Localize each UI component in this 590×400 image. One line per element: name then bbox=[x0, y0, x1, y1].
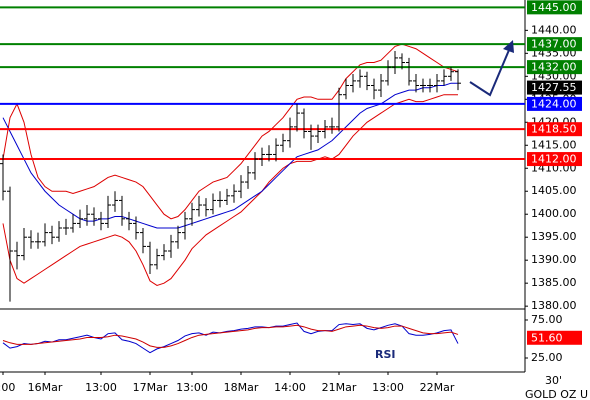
last-price-box bbox=[527, 80, 582, 95]
rsi-title: RSI bbox=[375, 348, 396, 361]
level-label: 1412.00 bbox=[531, 153, 577, 166]
rsi-line bbox=[2, 324, 459, 348]
level-box bbox=[527, 122, 582, 137]
y-tick-label: 1400.00 bbox=[531, 207, 577, 220]
overlay-line bbox=[2, 94, 458, 287]
level-label: 1418.50 bbox=[531, 123, 577, 136]
rsi-tick-label: 25.00 bbox=[531, 351, 563, 364]
x-tick-label: 3:00 bbox=[0, 381, 15, 394]
rsi-line bbox=[2, 322, 459, 354]
timeframe: 30' bbox=[545, 374, 562, 387]
level-label: 1432.00 bbox=[531, 61, 577, 74]
level-box bbox=[527, 0, 582, 15]
x-tick-label: 13:00 bbox=[372, 381, 404, 394]
y-tick-label: 1395.00 bbox=[531, 230, 577, 243]
rsi-tick-label: 75.00 bbox=[531, 313, 563, 326]
rsi-current-label: 51.60 bbox=[531, 331, 563, 344]
y-tick-label: 1440.00 bbox=[531, 23, 577, 36]
level-box bbox=[527, 152, 582, 167]
y-tick-label: 1385.00 bbox=[531, 276, 577, 289]
instrument: GOLD OZ U bbox=[525, 388, 588, 400]
x-tick-label: 14:00 bbox=[274, 381, 306, 394]
rsi-current-box bbox=[527, 330, 582, 345]
y-tick-label: 1390.00 bbox=[531, 253, 577, 266]
x-tick-label: 13:00 bbox=[176, 381, 208, 394]
x-tick-label: 18Mar bbox=[224, 381, 259, 394]
overlay-line bbox=[2, 43, 459, 220]
forecast-arrow bbox=[469, 49, 510, 97]
x-tick-label: 21Mar bbox=[322, 381, 357, 394]
level-box bbox=[527, 37, 582, 52]
level-box bbox=[527, 60, 582, 75]
y-tick-label: 1405.00 bbox=[531, 184, 577, 197]
y-tick-label: 1380.00 bbox=[531, 299, 577, 312]
level-label: 1445.00 bbox=[531, 1, 577, 14]
y-tick-label: 1415.00 bbox=[531, 138, 577, 151]
last-price-label: 1427.55 bbox=[531, 81, 577, 94]
arrow-head bbox=[503, 40, 514, 53]
plot-area bbox=[0, 6, 525, 354]
level-label: 1424.00 bbox=[531, 97, 577, 110]
level-box bbox=[527, 96, 582, 111]
x-tick-label: 13:00 bbox=[85, 381, 117, 394]
x-tick-label: 16Mar bbox=[28, 381, 63, 394]
level-label: 1437.00 bbox=[531, 38, 577, 51]
x-tick-label: 22Mar bbox=[420, 381, 455, 394]
x-tick-label: 17Mar bbox=[133, 381, 168, 394]
